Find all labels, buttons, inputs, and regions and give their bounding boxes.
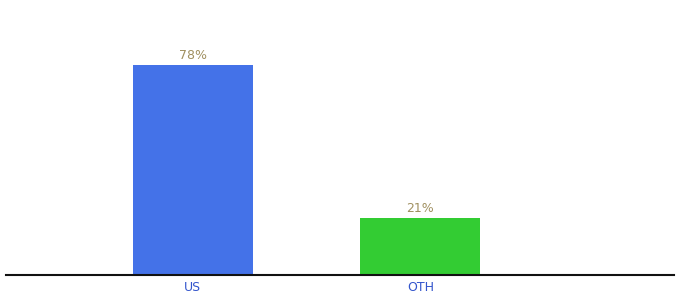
Text: 21%: 21% [407, 202, 434, 215]
Bar [133, 65, 253, 274]
Text: 78%: 78% [179, 49, 207, 62]
Bar [360, 218, 481, 274]
